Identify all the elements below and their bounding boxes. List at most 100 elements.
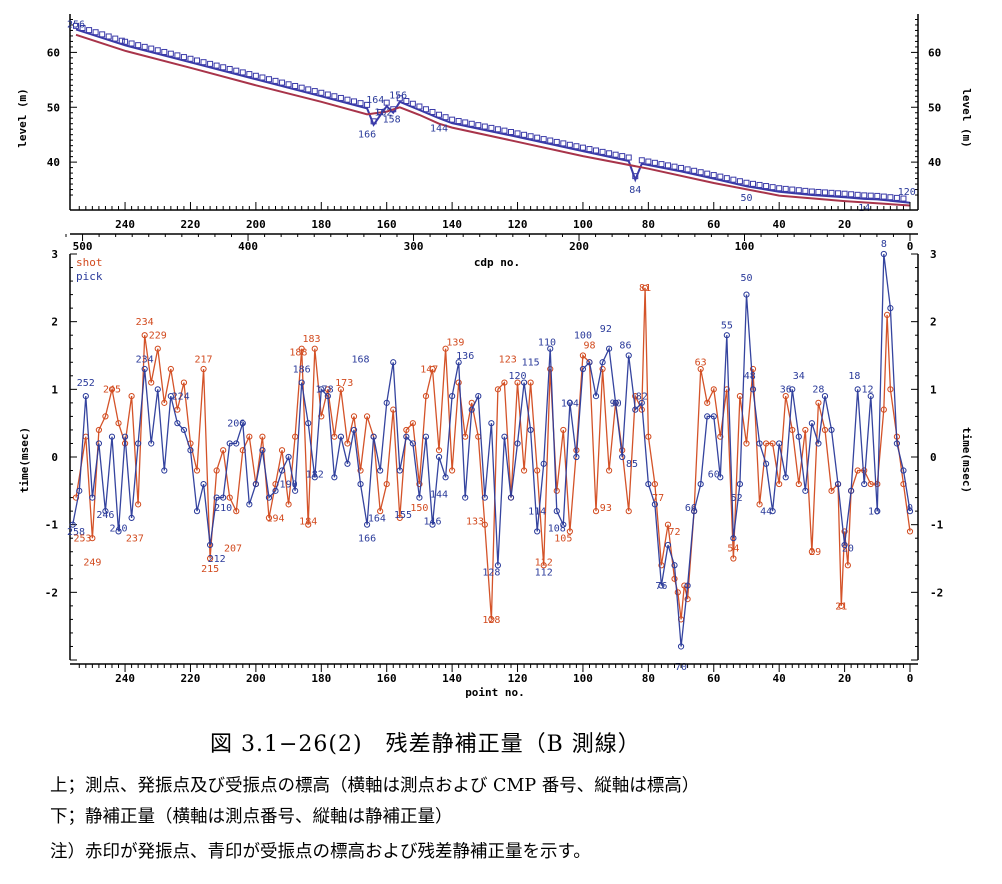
statics-point-shot [220,447,227,454]
statics-point-label: 34 [793,371,805,382]
statics-point-shot [861,467,868,474]
statics-point-pick [691,508,698,515]
statics-point-label: 246 [96,510,114,521]
statics-point-label: 190 [280,479,298,490]
statics-point-shot [776,480,783,488]
statics-point-shot [409,420,416,427]
statics-point-pick [377,467,384,474]
statics-point-pick [128,514,135,522]
statics-point-pick [861,480,868,488]
station-marker [207,60,214,67]
statics-point-pick [422,433,430,440]
statics-point-pick [645,480,652,488]
station-marker [324,91,331,98]
point-tick-label: 80 [642,218,655,231]
point-tick-label: 160 [377,218,397,231]
statics-point-shot [553,487,560,494]
statics-point-shot [265,514,273,522]
statics-point-pick [632,406,639,413]
statics-point-shot [681,582,688,589]
statics-point-shot [292,433,299,440]
station-marker [455,118,462,125]
statics-point-shot [494,386,502,393]
statics-point-label: 234 [136,317,154,328]
elevation-point-label: 156 [389,90,407,101]
station-marker [422,106,429,113]
statics-point-pick [69,521,76,528]
cdp-tick-label: 0 [907,240,914,253]
statics-point-shot [455,379,462,386]
statics-point-pick [795,433,802,440]
statics-point-shot [592,508,600,515]
station-marker [566,141,573,148]
statics-point-pick [573,453,580,461]
statics-point-shot [717,433,724,440]
statics-point-label: 253 [74,534,92,545]
statics-point-pick [736,480,744,488]
statics-point-pick [743,291,750,298]
station-marker [501,127,508,134]
station-marker [344,96,351,103]
station-marker [802,187,809,194]
bottom-y-tick-label-right: 2 [930,316,937,329]
station-marker [900,195,907,202]
statics-point-pick [76,487,83,494]
station-marker [174,52,181,59]
cdp-axis-title: cdp no. [474,256,520,269]
statics-point-shot [540,562,547,569]
statics-point-shot [769,440,776,447]
station-marker [99,31,106,38]
bottom-x-tick-label: 220 [181,672,201,685]
statics-point-shot [324,386,331,393]
statics-point-pick [442,474,449,481]
statics-point-shot [566,528,573,535]
statics-point-pick [527,426,534,434]
bottom-x-tick-label: 20 [838,672,851,685]
top-y-tick-label-left: 40 [47,156,60,169]
statics-point-label: 249 [83,557,101,568]
station-marker [279,79,286,86]
statics-point-pick [233,440,240,447]
statics-point-pick [887,305,894,312]
statics-point-pick [880,250,887,258]
statics-point-shot [337,386,345,393]
station-marker [599,148,606,155]
station-marker [704,170,711,177]
statics-point-label: 183 [302,334,320,345]
statics-point-label: 194 [266,513,284,524]
statics-point-label: 147 [420,364,438,375]
station-marker [593,147,600,154]
statics-point-label: 86 [619,341,631,352]
statics-point-shot [206,555,214,562]
bottom-x-tick-label: 180 [311,672,331,685]
statics-point-label: 66 [685,503,697,514]
statics-point-label: 29 [809,547,821,558]
statics-point-label: 10 [868,507,880,518]
statics-point-label: 182 [306,469,324,480]
statics-point-shot [226,494,233,501]
statics-point-shot [278,447,286,454]
cdp-tick-label: 300 [404,240,424,253]
station-marker [750,180,757,187]
statics-point-shot [449,467,456,474]
statics-point-shot [363,413,371,420]
statics-point-label: 173 [335,378,353,389]
bottom-x-tick-label: 60 [707,672,720,685]
statics-point-shot [442,345,449,352]
statics-point-label: 12 [861,385,873,396]
statics-point-pick [305,420,312,427]
statics-point-pick [370,433,377,440]
station-marker [239,69,246,76]
statics-point-pick [625,352,632,359]
statics-point-pick [684,582,691,589]
statics-point-pick [658,582,665,589]
station-marker [383,99,390,106]
elevation-line-1 [75,33,911,207]
station-marker [632,173,639,180]
top-y-tick-label-right: 40 [928,156,941,169]
statics-point-label: 72 [668,527,680,538]
statics-point-pick [704,413,711,420]
bottom-x-tick-label: 120 [508,672,528,685]
elevation-point-label: 164 [366,95,384,106]
